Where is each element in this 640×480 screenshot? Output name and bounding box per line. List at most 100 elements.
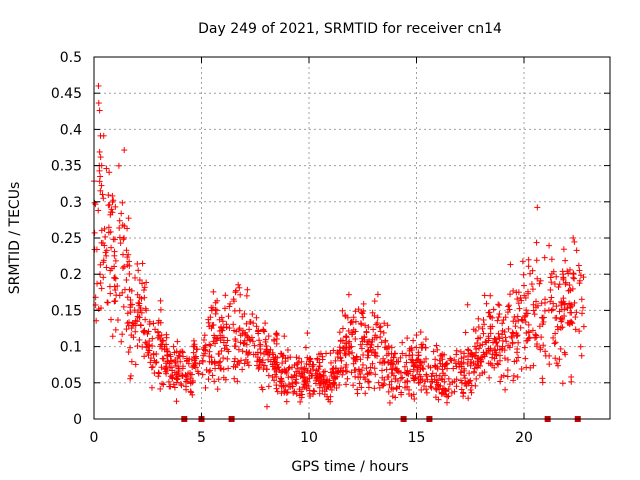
data-point xyxy=(272,331,279,338)
data-point xyxy=(478,358,485,365)
data-point xyxy=(296,355,303,362)
data-point xyxy=(190,337,197,344)
data-point xyxy=(157,297,164,304)
data-point xyxy=(220,355,227,362)
data-point xyxy=(568,303,575,310)
data-point xyxy=(239,366,246,373)
x-axis-label: GPS time / hours xyxy=(291,459,408,475)
data-point xyxy=(381,320,388,327)
data-point xyxy=(396,383,403,390)
data-point xyxy=(457,369,464,376)
data-point xyxy=(218,365,225,372)
data-point xyxy=(514,373,521,380)
data-point xyxy=(344,368,351,375)
data-point xyxy=(371,385,378,392)
data-point xyxy=(398,391,405,398)
data-point xyxy=(479,325,486,332)
data-point xyxy=(510,287,517,294)
data-point xyxy=(135,299,142,306)
data-point xyxy=(91,229,98,236)
data-point xyxy=(134,260,141,267)
data-point xyxy=(388,344,395,351)
data-point xyxy=(147,355,154,362)
data-point xyxy=(350,314,357,321)
data-point xyxy=(345,291,352,298)
data-point xyxy=(364,371,371,378)
data-point xyxy=(377,333,384,340)
data-point xyxy=(562,351,569,358)
data-point xyxy=(403,359,410,366)
data-point xyxy=(571,299,578,306)
data-point xyxy=(144,343,151,350)
data-point xyxy=(556,281,563,288)
data-point xyxy=(328,386,335,393)
data-point xyxy=(365,384,372,391)
data-point xyxy=(126,270,133,277)
data-point xyxy=(505,325,512,332)
data-point xyxy=(232,343,239,350)
data-point xyxy=(170,343,177,350)
data-point xyxy=(423,386,430,393)
data-point xyxy=(566,266,573,273)
data-point xyxy=(504,367,511,374)
data-point xyxy=(550,300,557,307)
data-point xyxy=(339,345,346,352)
data-point xyxy=(145,328,152,335)
data-point xyxy=(553,303,560,310)
data-point xyxy=(416,371,423,378)
data-point xyxy=(560,275,567,282)
data-point xyxy=(244,333,251,340)
data-point xyxy=(394,358,401,365)
data-point xyxy=(153,359,160,366)
data-point xyxy=(468,358,475,365)
data-point xyxy=(441,372,448,379)
data-point xyxy=(345,327,352,334)
data-point xyxy=(510,318,517,325)
data-point xyxy=(321,388,328,395)
data-point xyxy=(95,207,102,214)
data-point xyxy=(119,265,126,272)
data-point xyxy=(436,372,443,379)
data-point xyxy=(518,365,525,372)
data-point xyxy=(518,316,525,323)
data-point xyxy=(434,365,441,372)
data-point xyxy=(261,350,268,357)
data-point xyxy=(509,339,516,346)
data-point xyxy=(342,351,349,358)
data-point xyxy=(137,321,144,328)
data-point xyxy=(434,346,441,353)
data-point xyxy=(351,367,358,374)
data-point xyxy=(173,379,180,386)
data-point xyxy=(444,393,451,400)
data-point xyxy=(196,360,203,367)
data-point xyxy=(479,370,486,377)
data-point xyxy=(138,309,145,316)
y-tick-label: 0.35 xyxy=(51,159,82,175)
data-point xyxy=(334,350,341,357)
data-point xyxy=(374,291,381,298)
data-point xyxy=(210,288,217,295)
data-point xyxy=(98,285,105,292)
data-point xyxy=(412,359,419,366)
data-point xyxy=(167,373,174,380)
data-point xyxy=(103,247,110,254)
data-point xyxy=(548,279,555,286)
data-point xyxy=(570,234,577,241)
data-point xyxy=(256,358,263,365)
data-point xyxy=(311,388,318,395)
data-point xyxy=(105,224,112,231)
data-point xyxy=(369,360,376,367)
data-point xyxy=(246,326,253,333)
data-point xyxy=(386,399,393,406)
data-point xyxy=(397,369,404,376)
data-point xyxy=(386,381,393,388)
data-point xyxy=(306,355,313,362)
data-point xyxy=(397,354,404,361)
data-point xyxy=(330,370,337,377)
data-point xyxy=(393,367,400,374)
data-point xyxy=(174,363,181,370)
data-point xyxy=(216,359,223,366)
data-point xyxy=(339,371,346,378)
data-point xyxy=(374,314,381,321)
data-point xyxy=(217,358,224,365)
